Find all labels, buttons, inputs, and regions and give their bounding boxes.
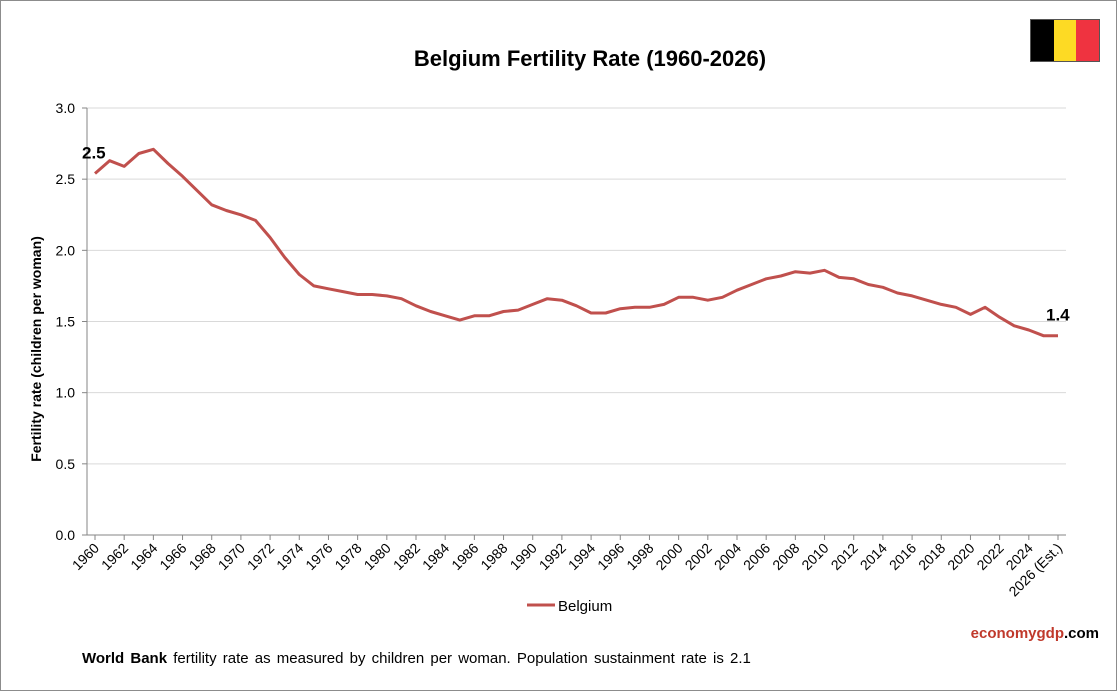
x-tick-label: 1962: [98, 540, 131, 573]
flag-stripe-red: [1076, 20, 1100, 61]
x-tick-label: 1978: [331, 540, 364, 573]
flag-stripe-yellow: [1053, 20, 1077, 61]
y-tick-label: 2.0: [56, 242, 76, 258]
series-line-belgium: [94, 147, 1058, 338]
x-tick-label: 1966: [156, 540, 189, 573]
x-tick-label: 1970: [215, 540, 248, 573]
x-tick-label: 1986: [448, 540, 481, 573]
x-tick-label: 1964: [127, 540, 160, 573]
x-tick-label: 1972: [244, 540, 277, 573]
x-tick-label: 1998: [623, 540, 656, 573]
x-tick-label: 2002: [682, 540, 715, 573]
source-name: World Bank: [82, 650, 168, 667]
x-tick-label: 1982: [390, 540, 423, 573]
legend: Belgium: [527, 598, 612, 615]
x-tick-label: 2000: [652, 540, 685, 573]
brand-watermark: economygdp.com: [971, 625, 1099, 642]
flag-stripe-black: [1031, 20, 1054, 61]
data-labels-group: 2.5 1.4: [82, 143, 1070, 324]
brand-domain: .com: [1063, 625, 1099, 642]
x-tick-label: 2008: [769, 540, 802, 573]
x-axis: 1960196219641966196819701972197419761978…: [69, 534, 1066, 600]
y-axis: 0.0 0.5 1.0 1.5 2.0 2.5 3.0: [56, 100, 88, 543]
x-tick-label: 2004: [711, 540, 744, 573]
x-tick-label: 1988: [477, 540, 510, 573]
x-tick-label: 1960: [69, 540, 102, 573]
x-tick-label: 1990: [507, 540, 540, 573]
x-tick-label: 2022: [973, 540, 1006, 573]
y-tick-label: 0.0: [56, 527, 76, 543]
x-tick-label: 1992: [536, 540, 569, 573]
source-description: fertility rate as measured by children p…: [167, 650, 751, 667]
y-axis-label: Fertility rate (children per woman): [28, 236, 44, 462]
belgium-flag-icon: [1030, 19, 1100, 62]
x-tick-label: 2012: [828, 540, 861, 573]
data-label: 1.4: [1046, 306, 1070, 325]
x-tick-label: 2010: [798, 540, 831, 573]
gridlines: [87, 107, 1066, 465]
x-tick-label: 2020: [944, 540, 977, 573]
x-tick-label: 1984: [419, 540, 452, 573]
x-tick-label: 1976: [302, 540, 335, 573]
chart-title: Belgium Fertility Rate (1960-2026): [414, 46, 766, 71]
y-tick-label: 1.0: [56, 385, 76, 401]
x-tick-label: 1994: [565, 540, 598, 573]
x-tick-label: 1996: [594, 540, 627, 573]
data-label: 2.5: [82, 143, 106, 162]
legend-label: Belgium: [558, 598, 612, 615]
x-tick-label: 1980: [361, 540, 394, 573]
brand-name: economygdp: [970, 625, 1064, 642]
y-tick-label: 3.0: [56, 100, 76, 116]
x-tick-label: 2006: [740, 540, 773, 573]
x-tick-label: 2014: [857, 540, 890, 573]
y-tick-label: 2.5: [56, 171, 76, 187]
x-tick-label: 1974: [273, 540, 306, 573]
x-tick-label: 2016: [886, 540, 919, 573]
y-tick-label: 1.5: [56, 314, 76, 330]
x-tick-label: 2018: [915, 540, 948, 573]
series-group: [94, 147, 1058, 338]
y-tick-label: 0.5: [56, 456, 76, 472]
source-note: World Bank fertility rate as measured by…: [82, 650, 751, 667]
x-tick-label: 1968: [186, 540, 219, 573]
